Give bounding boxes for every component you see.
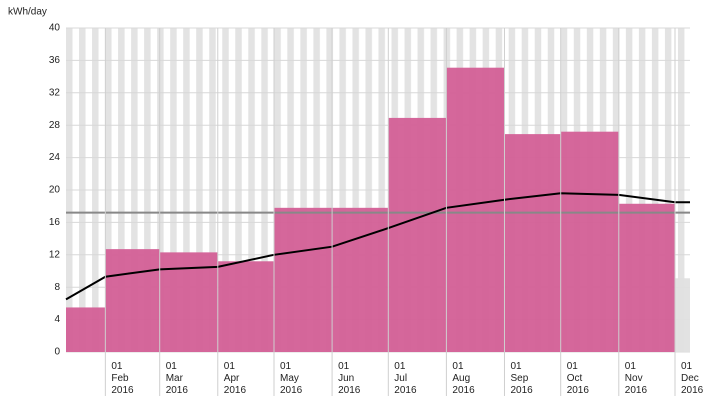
bar: [332, 207, 389, 352]
x-tick-label: 01 Feb 2016: [111, 361, 134, 396]
x-tick-label: 01 Apr 2016: [224, 361, 247, 396]
x-tick-label: 01 Jul 2016: [394, 361, 417, 396]
y-tick-label: 12: [49, 249, 61, 260]
bar: [217, 261, 274, 352]
bar: [66, 307, 106, 352]
y-tick-label: 28: [49, 120, 61, 131]
x-tick-label: 01 Aug 2016: [452, 361, 475, 396]
x-tick-label: 01 Sep 2016: [510, 361, 533, 396]
x-tick-label: 01 Dec 2016: [681, 361, 704, 396]
bar: [446, 67, 505, 352]
x-tick-label: 01 May 2016: [280, 361, 303, 396]
y-tick-label: 16: [49, 217, 61, 228]
y-tick-label: 36: [49, 55, 61, 66]
y-tick-label: 4: [54, 314, 60, 325]
bars: [66, 67, 690, 352]
x-tick-label: 01 Oct 2016: [567, 361, 590, 396]
bar: [504, 134, 561, 352]
bar: [560, 131, 619, 352]
y-tick-label: 32: [49, 87, 61, 98]
y-axis-label: kWh/day: [8, 7, 47, 18]
y-tick-label: 40: [49, 23, 61, 34]
bar: [388, 117, 447, 352]
bar: [618, 203, 676, 352]
y-tick-label: 24: [49, 152, 61, 163]
x-tick-label: 01 Mar 2016: [166, 361, 189, 396]
y-tick-label: 20: [49, 185, 61, 196]
bar: [105, 249, 160, 352]
x-tick-label: 01 Jun 2016: [338, 361, 361, 396]
x-tick-label: 01 Nov 2016: [625, 361, 648, 396]
y-tick-label: 8: [54, 282, 60, 293]
bar: [274, 207, 333, 352]
bar: [675, 278, 690, 352]
y-tick-label: 0: [54, 347, 60, 358]
